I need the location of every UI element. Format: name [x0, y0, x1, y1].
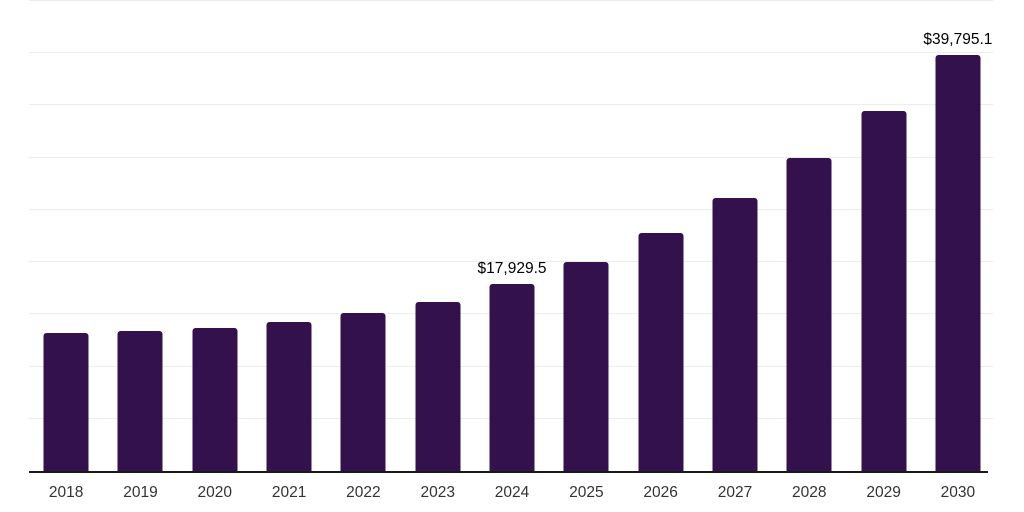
plot-area: $17,929.5 $39,795.1 [29, 0, 995, 473]
bar-slot-2026 [624, 1, 698, 471]
bar-slot-2020 [178, 1, 252, 471]
x-tick-label-2018: 2018 [48, 484, 84, 501]
bar-2027[interactable] [712, 198, 758, 471]
x-tick-label-2019: 2019 [123, 484, 158, 501]
bar-slot-2030: $39,795.1 [921, 1, 995, 471]
x-tick-label-2027: 2027 [717, 484, 753, 501]
x-tick-label-2026: 2026 [643, 484, 678, 501]
bar-slot-2025 [549, 1, 623, 471]
bar-slot-2023 [401, 1, 475, 471]
bar-2023[interactable] [415, 301, 461, 471]
x-tick-label-2029: 2029 [866, 484, 901, 501]
bar-2029[interactable] [861, 111, 907, 471]
x-tick-label-2025: 2025 [569, 484, 604, 501]
bar-slot-2022 [326, 1, 400, 471]
x-axis-line [29, 471, 988, 473]
bar-2021[interactable] [266, 321, 312, 471]
bar-slot-2029 [846, 1, 920, 471]
gridline-45000 [29, 0, 993, 1]
bar-2024[interactable] [489, 283, 535, 471]
data-label-2030: $39,795.1 [923, 31, 993, 49]
bar-slot-2028 [772, 1, 846, 471]
x-axis-tick-labels: 2018 2019 2020 2021 2022 2023 2024 2025 2026 2027… [29, 483, 995, 503]
x-tick-label-2023: 2023 [420, 484, 455, 501]
bar-2025[interactable] [563, 261, 609, 471]
data-label-2024: $17,929.5 [477, 259, 547, 277]
bar-2030[interactable] [935, 55, 981, 471]
x-tick-label-2028: 2028 [792, 484, 827, 501]
bar-2019[interactable] [117, 330, 163, 471]
bar-2026[interactable] [638, 233, 684, 471]
gridline-20000 [29, 261, 993, 263]
bar-slot-2024: $17,929.5 [475, 1, 549, 471]
bars-row: $17,929.5 $39,795.1 [29, 1, 995, 471]
x-tick-label-2024: 2024 [494, 484, 530, 501]
x-tick-label-2021: 2021 [271, 484, 307, 501]
bar-slot-2021 [252, 1, 326, 471]
bar-2028[interactable] [786, 158, 832, 471]
gridline-25000 [29, 208, 993, 210]
x-tick-label-2022: 2022 [346, 484, 381, 501]
x-tick-label-2020: 2020 [197, 484, 233, 501]
gridline-35000 [29, 104, 993, 106]
bar-2022[interactable] [340, 312, 386, 471]
bar-slot-2018 [29, 1, 103, 471]
bar-slot-2019 [103, 1, 177, 471]
bar-2020[interactable] [192, 327, 238, 471]
bar-slot-2027 [698, 1, 772, 471]
bar-2018[interactable] [43, 333, 89, 471]
x-tick-label-2030: 2030 [940, 484, 976, 501]
gridline-30000 [29, 156, 993, 158]
gridline-40000 [29, 52, 993, 54]
